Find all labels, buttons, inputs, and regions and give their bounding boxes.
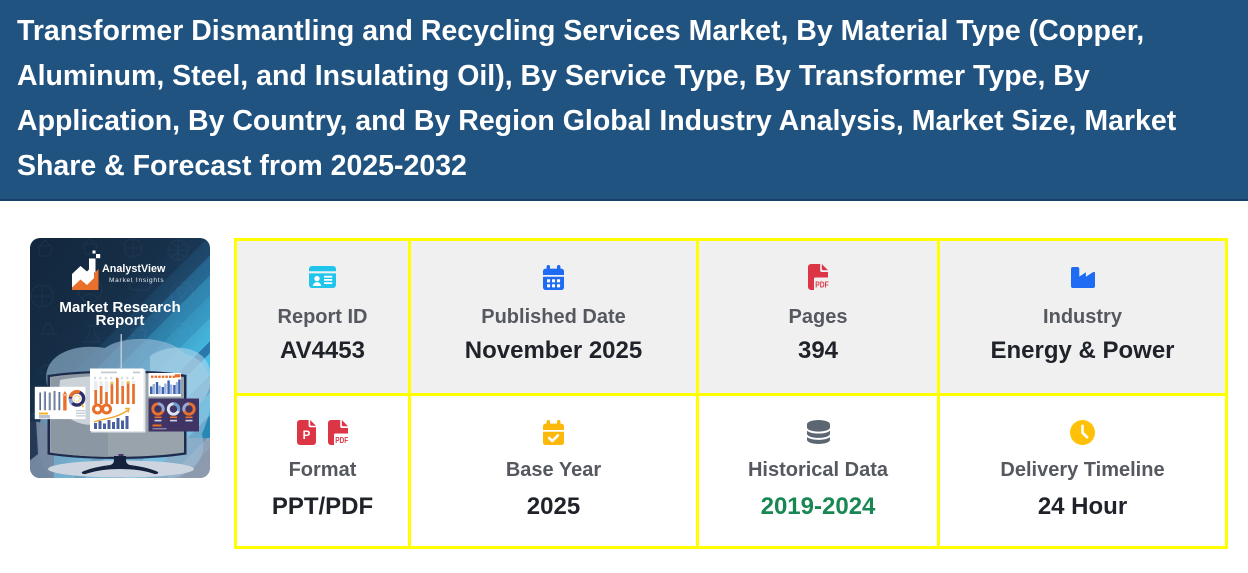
- svg-text:PDF: PDF: [335, 435, 348, 444]
- svg-text:Market Research: Market Research: [59, 299, 181, 316]
- svg-text:P: P: [302, 430, 310, 442]
- svg-text:Market Insights: Market Insights: [109, 277, 164, 284]
- svg-text:PDF: PDF: [815, 280, 829, 289]
- svg-text:Report: Report: [96, 312, 145, 329]
- svg-text:AnalystView: AnalystView: [102, 263, 166, 275]
